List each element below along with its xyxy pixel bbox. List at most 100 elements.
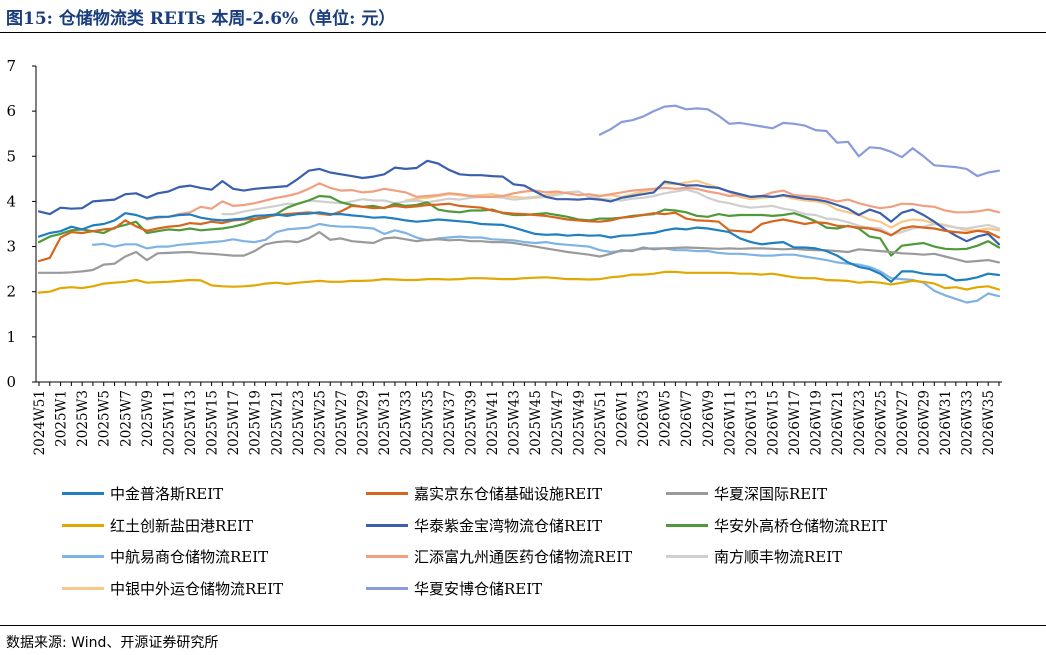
legend-item: 嘉实京东仓储基础设施REIT — [366, 482, 602, 504]
x-tick-label: 2026W11 — [722, 390, 738, 455]
x-tick-label: 2025W1 — [54, 390, 70, 447]
title-divider — [0, 32, 1046, 33]
x-tick-label: 2026W31 — [938, 390, 954, 455]
legend-label: 华夏深国际REIT — [714, 484, 828, 503]
x-tick-label: 2025W13 — [183, 390, 199, 455]
legend-item: 红土创新盐田港REIT — [62, 514, 253, 536]
y-tick-label: 3 — [6, 238, 16, 256]
x-tick-label: 2026W25 — [873, 390, 889, 455]
x-tick-label: 2026W17 — [787, 390, 803, 455]
x-tick-label: 2025W45 — [528, 390, 544, 455]
chart-axes: 0 1 2 3 4 5 6 7 2024W51 2025W1 2025W3 2025W5 2025W7 2… — [6, 57, 1002, 455]
legend-swatch — [366, 523, 408, 527]
x-tick-label: 2025W17 — [226, 390, 242, 455]
series-line — [37, 231, 1001, 274]
legend-item: 华泰紫金宝湾物流仓储REIT — [366, 514, 602, 536]
x-tick-label: 2026W23 — [852, 390, 868, 455]
x-tick-label: 2026W21 — [830, 390, 846, 455]
x-tick-label: 2025W39 — [463, 390, 479, 455]
legend-item: 中金普洛斯REIT — [62, 482, 223, 504]
legend-label: 汇添富九州通医药仓储物流REIT — [414, 547, 633, 566]
x-tick-label: 2025W5 — [97, 390, 113, 447]
x-tick-label: 2025W47 — [550, 390, 566, 455]
x-tick-label: 2026W7 — [679, 390, 695, 447]
legend-swatch — [666, 523, 708, 527]
y-tick-label: 0 — [6, 373, 16, 391]
y-tick-label: 1 — [6, 328, 16, 346]
legend-label: 南方顺丰物流REIT — [714, 547, 843, 566]
x-tick-label: 2026W3 — [636, 390, 652, 447]
y-tick-label: 7 — [6, 57, 16, 75]
x-tick-label: 2026W19 — [809, 390, 825, 455]
y-tick-label: 2 — [6, 283, 16, 301]
x-tick-label: 2026W33 — [960, 390, 976, 455]
x-tick-label: 2026W5 — [658, 390, 674, 447]
legend-swatch — [62, 491, 104, 495]
x-tick-label: 2025W15 — [205, 390, 221, 455]
y-tick-label: 4 — [6, 192, 16, 210]
x-tick-label: 2025W11 — [161, 390, 177, 455]
legend-label: 中航易商仓储物流REIT — [110, 547, 269, 566]
legend-swatch — [666, 554, 708, 558]
x-tick-label: 2025W43 — [507, 390, 523, 455]
x-tick-label: 2026W35 — [981, 390, 997, 455]
legend-item: 南方顺丰物流REIT — [666, 545, 842, 567]
legend-swatch — [366, 586, 408, 590]
x-tick-label: 2026W9 — [701, 390, 717, 447]
y-tick-label: 5 — [6, 147, 16, 165]
x-tick-label: 2025W27 — [334, 390, 350, 455]
series-line — [37, 270, 1001, 294]
legend-label: 中金普洛斯REIT — [110, 484, 224, 503]
x-tick-label: 2025W9 — [140, 390, 156, 447]
legend-item: 华夏深国际REIT — [666, 482, 827, 504]
x-tick-label: 2025W23 — [291, 390, 307, 455]
legend-swatch — [62, 554, 104, 558]
x-tick-label: 2025W25 — [312, 390, 328, 455]
series-line — [404, 179, 1001, 232]
y-tick-label: 6 — [6, 102, 16, 120]
x-tick-label: 2026W15 — [765, 390, 781, 455]
series-line — [37, 159, 1001, 246]
legend-label: 嘉实京东仓储基础设施REIT — [414, 484, 603, 503]
x-tick-label: 2026W29 — [916, 390, 932, 455]
legend-label: 红土创新盐田港REIT — [110, 516, 254, 535]
x-tick-label: 2024W51 — [32, 390, 48, 455]
chart-series-lines — [37, 104, 1001, 304]
series-line — [145, 182, 1001, 221]
x-tick-label: 2025W37 — [442, 390, 458, 455]
legend-swatch — [62, 523, 104, 527]
chart-title: 图15: 仓储物流类 REITs 本周-2.6%（单位: 元） — [6, 9, 396, 29]
footer-divider — [0, 625, 1046, 626]
legend-swatch — [366, 491, 408, 495]
series-line — [37, 202, 1001, 263]
legend-label: 华泰紫金宝湾物流仓储REIT — [414, 516, 603, 535]
series-line — [598, 104, 1001, 178]
legend-label: 华夏安博仓储REIT — [414, 579, 543, 598]
x-tick-label: 2025W49 — [571, 390, 587, 455]
x-tick-label: 2025W19 — [248, 390, 264, 455]
data-source: 数据来源: Wind、开源证券研究所 — [6, 635, 219, 651]
legend-swatch — [666, 491, 708, 495]
legend-item: 汇添富九州通医药仓储物流REIT — [366, 545, 632, 567]
x-tick-label: 2025W7 — [118, 390, 134, 447]
x-tick-label: 2025W51 — [593, 390, 609, 455]
x-tick-label: 2025W33 — [399, 390, 415, 455]
series-line — [91, 222, 1001, 304]
x-tick-label: 2025W29 — [356, 390, 372, 455]
legend-swatch — [366, 554, 408, 558]
legend-item: 中航易商仓储物流REIT — [62, 545, 268, 567]
legend-item: 中银中外运仓储物流REIT — [62, 577, 283, 599]
series-line — [37, 194, 1001, 257]
x-tick-label: 2026W27 — [895, 390, 911, 455]
legend-label: 中银中外运仓储物流REIT — [110, 579, 284, 598]
x-tick-label: 2025W31 — [377, 390, 393, 455]
legend-item: 华安外高桥仓储物流REIT — [666, 514, 887, 536]
x-tick-label: 2025W41 — [485, 390, 501, 455]
x-tick-label: 2026W1 — [614, 390, 630, 447]
x-tick-label: 2026W13 — [744, 390, 760, 455]
legend-swatch — [62, 586, 104, 590]
x-tick-label: 2025W3 — [75, 390, 91, 447]
series-line — [37, 211, 1001, 283]
x-tick-label: 2025W35 — [420, 390, 436, 455]
